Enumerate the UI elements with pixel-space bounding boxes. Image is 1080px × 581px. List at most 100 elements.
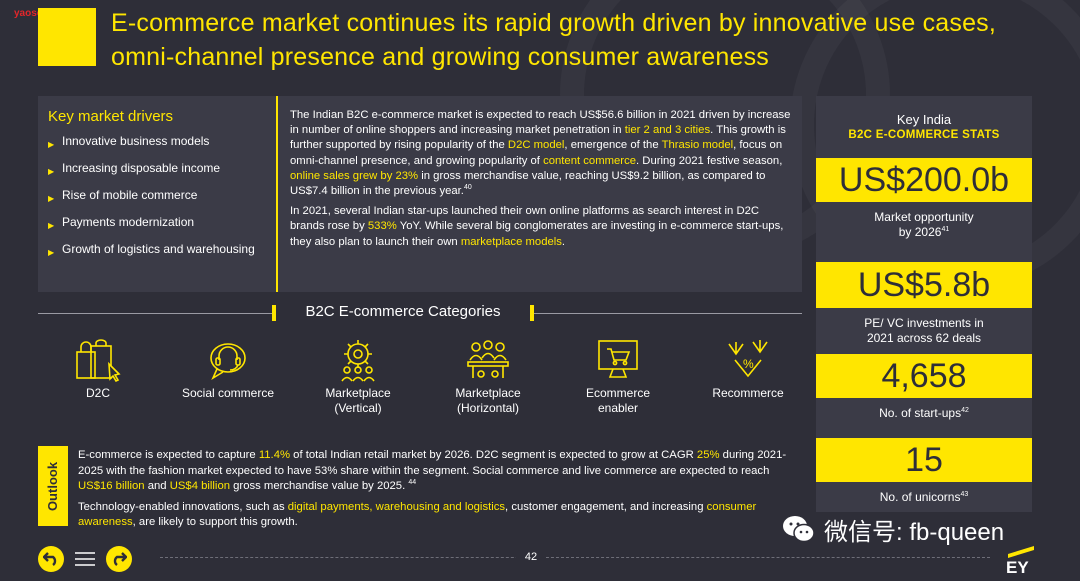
stat-value-investments: US$5.8b bbox=[816, 262, 1032, 308]
text-run: YoY. While several big conglomerates are… bbox=[290, 220, 784, 248]
footnote-ref: 41 bbox=[941, 226, 950, 233]
category-d2c: D2C bbox=[28, 338, 168, 401]
highlight: US$16 billion bbox=[78, 480, 145, 492]
driver-label: Increasing disposable income bbox=[62, 161, 221, 175]
text-run: of total Indian retail market by 2026. D… bbox=[290, 449, 697, 461]
driver-label: Innovative business models bbox=[62, 134, 210, 148]
text-run: , customer engagement, and increasing bbox=[505, 500, 707, 513]
page-title: E-commerce market continues its rapid gr… bbox=[111, 9, 997, 71]
curved-arrow-right-icon bbox=[113, 552, 127, 566]
text-run: , focus on omni-channel presence, and gr… bbox=[290, 139, 783, 167]
category-recommerce: % Recommerce bbox=[678, 338, 818, 401]
overview-paragraph-2: In 2021, several Indian star-ups launche… bbox=[290, 204, 792, 250]
outlook-paragraph-2: Technology-enabled innovations, such as … bbox=[78, 500, 796, 531]
highlight: digital payments, warehousing and logist… bbox=[287, 500, 506, 513]
text-run: . bbox=[561, 235, 566, 248]
text-run: and bbox=[144, 480, 170, 492]
footnote-ref: 43 bbox=[960, 491, 969, 498]
text-run: , emergence of the bbox=[564, 139, 662, 152]
footnote-ref: 40 bbox=[463, 184, 472, 192]
highlight: online sales grew by 23% bbox=[290, 169, 419, 182]
outlook-label-wrap: Outlook bbox=[38, 446, 68, 526]
curved-arrow-left-icon bbox=[43, 552, 57, 566]
triangle-bullet-icon: ▶ bbox=[48, 194, 55, 203]
triangle-bullet-icon: ▶ bbox=[48, 221, 55, 230]
back-button[interactable] bbox=[38, 546, 64, 572]
category-marketplace-horizontal: Marketplace (Horizontal) bbox=[418, 338, 558, 416]
stat-desc-investments: PE/ VC investments in 2021 across 62 dea… bbox=[816, 316, 1032, 346]
stat-value-unicorns: 15 bbox=[816, 438, 1032, 482]
market-overview-text: The Indian B2C e-commerce market is expe… bbox=[290, 108, 792, 255]
stat-desc-text: No. of unicorns bbox=[879, 490, 961, 504]
highlight: content commerce bbox=[543, 154, 637, 167]
stat-desc-text: Market opportunity by 2026 bbox=[874, 210, 974, 239]
categories-rule-right bbox=[534, 313, 802, 314]
outlook-label: Outlook bbox=[45, 461, 61, 511]
wechat-watermark: 微信号: fb-queen bbox=[782, 512, 1052, 546]
drivers-heading: Key market drivers bbox=[48, 108, 174, 125]
driver-label: Rise of mobile commerce bbox=[62, 188, 198, 202]
highlight: 11.4% bbox=[258, 449, 291, 461]
triangle-bullet-icon: ▶ bbox=[48, 248, 55, 257]
ey-logo: EY bbox=[1006, 546, 1034, 574]
highlight: D2C model bbox=[507, 139, 565, 152]
highlight: consumer awareness bbox=[78, 500, 757, 529]
text-run: Technology-enabled innovations, such as bbox=[78, 500, 288, 513]
meeting-table-icon bbox=[467, 340, 509, 378]
text-run: The Indian B2C e-commerce market is expe… bbox=[290, 109, 791, 137]
outlook-tab: Outlook bbox=[38, 446, 68, 526]
category-label: Marketplace (Vertical) bbox=[325, 386, 391, 415]
category-ecommerce-enabler: Ecommerce enabler bbox=[548, 338, 688, 416]
shopping-bags-icon bbox=[76, 339, 121, 382]
forward-button[interactable] bbox=[106, 546, 132, 572]
key-market-drivers: Key market drivers ▶ Innovative business … bbox=[48, 108, 276, 269]
ey-logo-text: EY bbox=[1006, 558, 1029, 574]
headset-chat-icon bbox=[210, 343, 246, 380]
category-label: Ecommerce enabler bbox=[585, 386, 650, 415]
footer-rule bbox=[160, 557, 990, 558]
gear-people-icon bbox=[341, 340, 375, 382]
overview-paragraph-1: The Indian B2C e-commerce market is expe… bbox=[290, 108, 792, 199]
driver-item: ▶ Innovative business models bbox=[48, 134, 276, 152]
outlook-paragraph-1: E-commerce is expected to capture 11.4% … bbox=[78, 448, 796, 495]
menu-icon[interactable] bbox=[73, 549, 97, 569]
outlook-text: E-commerce is expected to capture 11.4% … bbox=[78, 448, 796, 536]
drivers-panel: Key market drivers ▶ Innovative business … bbox=[38, 96, 802, 292]
footnote-ref: 42 bbox=[961, 407, 969, 414]
stat-desc-unicorns: No. of unicorns43 bbox=[816, 490, 1032, 505]
page-number: 42 bbox=[516, 551, 546, 563]
triangle-bullet-icon: ▶ bbox=[48, 140, 55, 149]
stats-heading-main: B2C E-COMMERCE STATS bbox=[848, 129, 1000, 141]
stats-heading: Key India B2C E-COMMERCE STATS bbox=[816, 112, 1032, 141]
text-run: during 2021-2025 with the fashion market… bbox=[78, 449, 787, 477]
driver-item: ▶ Increasing disposable income bbox=[48, 161, 276, 179]
text-run: . During 2021 festive season, bbox=[636, 154, 783, 167]
stat-desc-market-opportunity: Market opportunity by 202641 bbox=[816, 210, 1032, 240]
stat-value-market-opportunity: US$200.0b bbox=[816, 158, 1032, 202]
svg-text:%: % bbox=[743, 357, 754, 371]
categories-tick-left bbox=[272, 305, 276, 321]
categories-rule-left bbox=[38, 313, 274, 314]
categories-title: B2C E-commerce Categories bbox=[305, 303, 501, 320]
category-marketplace-vertical: Marketplace (Vertical) bbox=[288, 338, 428, 416]
category-label: Social commerce bbox=[181, 386, 275, 400]
highlight: tier 2 and 3 cities bbox=[624, 124, 711, 137]
text-run: , are likely to support this growth. bbox=[132, 516, 298, 528]
triangle-bullet-icon: ▶ bbox=[48, 167, 55, 176]
wechat-icon bbox=[783, 516, 815, 543]
text-run: In 2021, several Indian star-ups launche… bbox=[290, 205, 760, 233]
arrows-percent-icon: % bbox=[728, 340, 768, 378]
driver-item: ▶ Growth of logistics and warehousing bbox=[48, 242, 276, 260]
text-run: in gross merchandise value, reaching US$… bbox=[290, 169, 766, 198]
driver-label: Growth of logistics and warehousing bbox=[62, 242, 255, 256]
footnote-ref: 44 bbox=[408, 479, 417, 487]
category-label: Marketplace (Horizontal) bbox=[455, 386, 521, 415]
title-accent-square bbox=[38, 8, 96, 66]
highlight: 25% bbox=[696, 449, 720, 461]
driver-item: ▶ Rise of mobile commerce bbox=[48, 188, 276, 206]
highlight: US$4 billion bbox=[169, 480, 231, 492]
vertical-divider bbox=[276, 96, 278, 292]
stat-value-startups: 4,658 bbox=[816, 354, 1032, 398]
driver-item: ▶ Payments modernization bbox=[48, 215, 276, 233]
text-run: gross merchandise value by 2025. bbox=[230, 480, 409, 492]
